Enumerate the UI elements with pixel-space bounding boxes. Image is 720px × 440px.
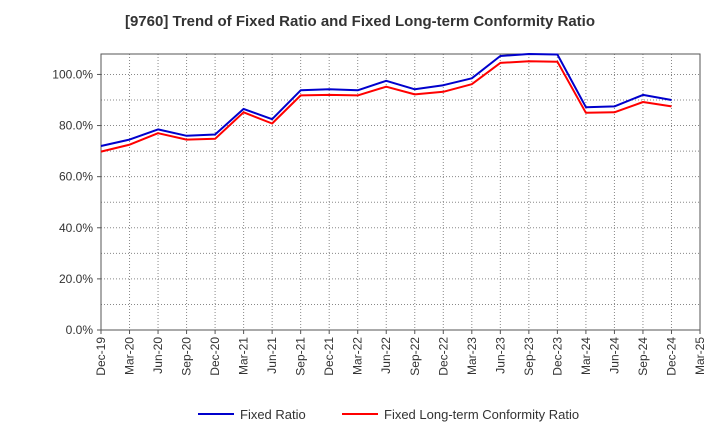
x-tick-label: Dec-23 [550, 337, 564, 376]
plot-border [100, 53, 701, 331]
x-tick-label: Sep-20 [180, 337, 194, 376]
x-tick-label: Dec-19 [94, 337, 108, 376]
x-tick-label: Dec-20 [208, 337, 222, 376]
x-tick-label: Dec-24 [664, 337, 678, 376]
x-tick-label: Jun-20 [151, 337, 165, 374]
x-tick-label: Dec-22 [436, 337, 450, 376]
legend-label-1: Fixed Ratio [240, 407, 306, 422]
x-tick-label: Sep-23 [522, 337, 536, 376]
x-tick-label: Mar-23 [465, 337, 479, 375]
y-tick-label: 40.0% [59, 221, 93, 235]
x-tick-label: Jun-22 [379, 337, 393, 374]
x-tick-label: Jun-21 [265, 337, 279, 374]
plot-area [101, 54, 700, 330]
x-tick-label: Sep-21 [294, 337, 308, 376]
x-tick-label: Mar-21 [237, 337, 251, 375]
x-tick-label: Sep-24 [636, 337, 650, 376]
chart-title: [9760] Trend of Fixed Ratio and Fixed Lo… [124, 13, 596, 30]
x-tick-label: Mar-25 [693, 337, 707, 375]
y-tick-label: 20.0% [59, 272, 93, 286]
x-tick-label: Mar-22 [351, 337, 365, 375]
legend-label-2: Fixed Long-term Conformity Ratio [384, 407, 579, 422]
y-tick-label: 100.0% [52, 67, 93, 81]
y-tick-label: 80.0% [59, 119, 93, 133]
y-tick-label: 0.0% [66, 323, 94, 337]
x-tick-label: Mar-20 [123, 337, 137, 375]
x-tick-label: Jun-23 [493, 337, 507, 374]
x-tick-label: Mar-24 [579, 337, 593, 375]
x-tick-label: Sep-22 [408, 337, 422, 376]
x-tick-label: Jun-24 [607, 337, 621, 374]
x-tick-label: Dec-21 [322, 337, 336, 376]
y-tick-label: 60.0% [59, 170, 93, 184]
